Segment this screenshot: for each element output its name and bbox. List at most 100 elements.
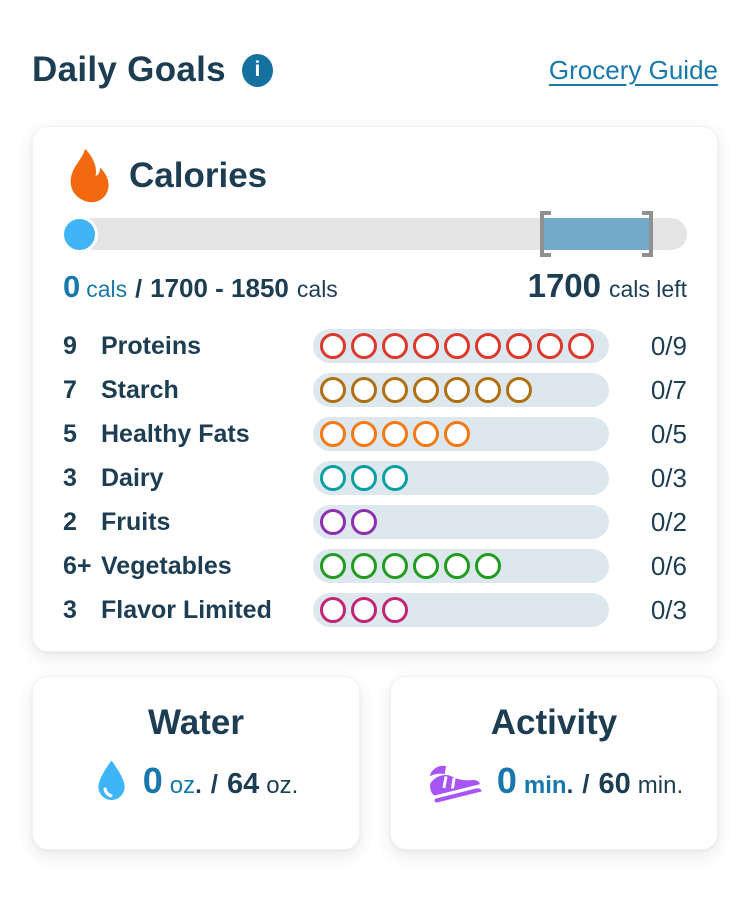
food-group-target-count: 6+ — [63, 551, 92, 580]
calories-consumed-unit: cals — [86, 276, 128, 302]
food-group-target-count: 9 — [63, 331, 77, 360]
activity-current-unit: min — [523, 772, 567, 799]
water-current-unit: oz — [169, 772, 196, 799]
bottom-row: Water 0 oz./64 oz. Activity — [32, 676, 718, 850]
serving-circle[interactable] — [444, 421, 470, 447]
serving-circle[interactable] — [320, 377, 346, 403]
serving-circle[interactable] — [413, 333, 439, 359]
calories-stats: 0 cals/1700 - 1850 cals 1700 cals left — [63, 267, 687, 305]
slider-target-range — [540, 211, 653, 257]
range-bracket-right-icon — [641, 211, 653, 257]
calories-separator: / — [135, 275, 143, 303]
serving-circle[interactable] — [413, 377, 439, 403]
activity-value-text: 0 min./60 min. — [497, 760, 683, 802]
food-group-name: Healthy Fats — [101, 419, 250, 448]
serving-circle[interactable] — [475, 377, 501, 403]
food-group-row: 3 Dairy 0/3 — [63, 461, 687, 495]
serving-circle[interactable] — [444, 553, 470, 579]
food-group-row: 2 Fruits 0/2 — [63, 505, 687, 539]
food-group-target-count: 7 — [63, 375, 77, 404]
activity-goal: 60 — [598, 768, 631, 800]
serving-circle[interactable] — [320, 509, 346, 535]
calories-target-range: 1700 - 1850 — [150, 273, 289, 303]
range-bracket-left-icon — [540, 211, 552, 257]
food-group-name: Flavor Limited — [101, 595, 272, 624]
info-icon[interactable]: i — [241, 53, 273, 87]
serving-circle[interactable] — [413, 553, 439, 579]
serving-circle[interactable] — [351, 553, 377, 579]
calories-card: Calories 0 cals/1700 - 1850 cals 1700 cals … — [32, 126, 718, 652]
activity-title: Activity — [490, 703, 618, 742]
food-group-row: 3 Flavor Limited 0/3 — [63, 593, 687, 627]
serving-circle[interactable] — [444, 333, 470, 359]
food-group-target-count: 3 — [63, 595, 77, 624]
serving-circle[interactable] — [382, 553, 408, 579]
serving-circle[interactable] — [320, 333, 346, 359]
activity-current-period: . — [566, 772, 574, 799]
food-group-progress: 0/3 — [650, 462, 687, 493]
serving-circle[interactable] — [320, 553, 346, 579]
serving-circle[interactable] — [382, 421, 408, 447]
food-group-progress: 0/9 — [650, 330, 687, 361]
water-goal: 64 — [227, 768, 260, 800]
serving-circle[interactable] — [320, 421, 346, 447]
serving-circle[interactable] — [320, 597, 346, 623]
activity-card: Activity 0 min./60 min. — [390, 676, 718, 850]
serving-circle[interactable] — [413, 421, 439, 447]
calories-slider — [61, 211, 687, 257]
serving-tracker-pill — [313, 329, 609, 363]
water-value-text: 0 oz./64 oz. — [143, 760, 299, 802]
page-title: Daily Goals — [32, 50, 226, 89]
water-card: Water 0 oz./64 oz. — [32, 676, 360, 850]
water-title: Water — [148, 703, 244, 742]
serving-circle[interactable] — [351, 597, 377, 623]
food-group-name: Fruits — [101, 507, 171, 536]
water-current: 0 — [142, 760, 163, 801]
serving-circle[interactable] — [475, 333, 501, 359]
serving-circle[interactable] — [351, 377, 377, 403]
serving-circle[interactable] — [351, 509, 377, 535]
serving-circle[interactable] — [537, 333, 563, 359]
running-shoe-icon — [429, 765, 482, 803]
serving-circle[interactable] — [475, 553, 501, 579]
activity-current: 0 — [496, 760, 517, 801]
activity-goal-unit: min. — [637, 772, 684, 799]
serving-circle[interactable] — [382, 333, 408, 359]
slider-handle[interactable] — [61, 216, 98, 253]
calories-title: Calories — [129, 156, 268, 195]
serving-circle[interactable] — [382, 377, 408, 403]
serving-circle[interactable] — [444, 377, 470, 403]
water-separator: / — [210, 769, 218, 799]
serving-circle[interactable] — [351, 333, 377, 359]
food-group-row: 7 Starch 0/7 — [63, 373, 687, 407]
food-group-name: Vegetables — [101, 551, 232, 580]
grocery-guide-link[interactable]: Grocery Guide — [548, 54, 718, 85]
calories-target-unit: cals — [296, 276, 338, 302]
food-group-target-count: 2 — [63, 507, 77, 536]
serving-circle[interactable] — [568, 333, 594, 359]
serving-circle[interactable] — [382, 465, 408, 491]
serving-circle[interactable] — [351, 465, 377, 491]
food-group-progress: 0/6 — [650, 550, 687, 581]
food-group-row: 6+ Vegetables 0/6 — [63, 549, 687, 583]
food-group-target-count: 3 — [63, 463, 77, 492]
food-group-progress: 0/2 — [650, 506, 687, 537]
serving-circle[interactable] — [382, 597, 408, 623]
serving-tracker-pill — [313, 549, 609, 583]
water-drop-icon — [98, 760, 125, 800]
food-group-target-count: 5 — [63, 419, 77, 448]
water-goal-unit: oz. — [266, 772, 299, 799]
calories-header: Calories — [63, 147, 687, 205]
title-wrap: Daily Goals i — [32, 50, 273, 90]
food-group-row: 9 Proteins 0/9 — [63, 329, 687, 363]
calories-consumed-stat: 0 cals/1700 - 1850 cals — [63, 269, 338, 305]
serving-circle[interactable] — [320, 465, 346, 491]
food-group-name: Proteins — [101, 331, 202, 360]
serving-circle[interactable] — [506, 333, 532, 359]
food-group-progress: 0/5 — [650, 418, 687, 449]
serving-circle[interactable] — [506, 377, 532, 403]
serving-circle[interactable] — [351, 421, 377, 447]
serving-tracker-pill — [313, 593, 609, 627]
food-group-progress: 0/3 — [650, 594, 687, 625]
water-current-period: . — [195, 772, 202, 799]
